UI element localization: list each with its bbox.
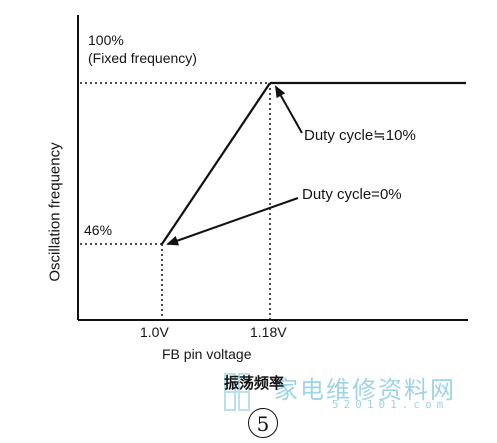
caption-text: 振荡频率 (224, 374, 285, 392)
figure-number-circled: 5 (248, 408, 278, 438)
watermark: 家电维修资料网 520101.com (222, 368, 497, 416)
annotation-duty-cycle-10: Duty cycle≒10% (304, 127, 416, 144)
tick-label-1-18v: 1.18V (250, 324, 287, 340)
watermark-url: 520101.com (332, 398, 449, 411)
arrow-duty-10 (275, 85, 303, 134)
label-100-percent: 100% (88, 32, 124, 48)
x-axis-label: FB pin voltage (162, 346, 252, 362)
tick-label-1v: 1.0V (140, 324, 169, 340)
label-fixed-frequency: (Fixed frequency) (88, 50, 197, 66)
label-46-percent: 46% (84, 222, 113, 238)
annotation-duty-cycle-0: Duty cycle=0% (302, 186, 402, 203)
watermark-logo-icon (224, 373, 250, 411)
curve-ramp (161, 82, 271, 245)
y-axis-label: Oscillation frequency (46, 142, 64, 282)
arrow-duty-0 (166, 197, 299, 246)
watermark-text: 家电维修资料网 (274, 376, 456, 404)
